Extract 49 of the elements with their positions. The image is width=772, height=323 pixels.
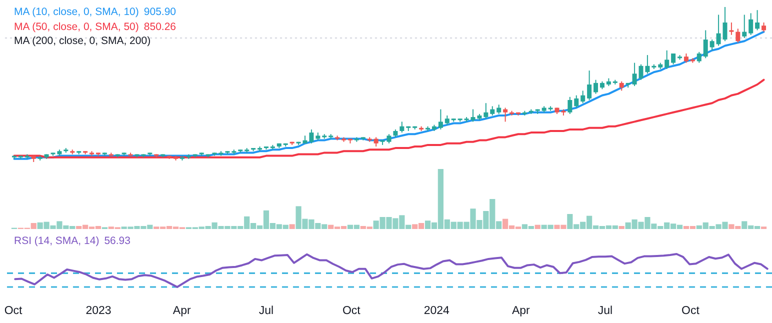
candlestick bbox=[386, 134, 392, 144]
x-tick-label: Oct bbox=[4, 305, 24, 317]
text: 56.93 bbox=[104, 235, 130, 247]
x-tick-label: Apr bbox=[172, 305, 191, 317]
candlestick bbox=[574, 94, 579, 108]
candlestick bbox=[748, 12, 754, 36]
bar bbox=[534, 224, 540, 229]
candlestick bbox=[490, 106, 495, 116]
candlestick bbox=[400, 121, 404, 134]
x-tick-label: 2023 bbox=[86, 305, 112, 317]
candlestick bbox=[632, 62, 637, 87]
candlestick bbox=[684, 53, 688, 64]
annotation: MA (200, close, 0, SMA, 200) bbox=[14, 34, 152, 48]
candlestick bbox=[736, 28, 740, 44]
candlestick bbox=[762, 22, 766, 32]
candlestick bbox=[503, 107, 508, 122]
candlestick bbox=[594, 79, 598, 94]
candlestick bbox=[716, 14, 721, 46]
candlestick bbox=[664, 50, 670, 70]
candlestick bbox=[619, 80, 624, 92]
candlestick bbox=[587, 70, 592, 100]
bar bbox=[618, 226, 624, 229]
x-tick-label: Apr bbox=[512, 305, 530, 317]
bar bbox=[289, 224, 295, 229]
text: MA (10, close, 0, SMA, 10) bbox=[14, 6, 139, 18]
candlestick bbox=[374, 136, 378, 147]
candlestick bbox=[496, 104, 502, 114]
x-tick-label: Oct bbox=[682, 305, 700, 317]
x-tick-label: 2024 bbox=[424, 305, 450, 317]
candlestick bbox=[696, 51, 702, 64]
candlestick bbox=[703, 30, 708, 59]
annotation: 905.90 bbox=[144, 6, 176, 18]
candlestick bbox=[742, 14, 747, 38]
candlestick bbox=[580, 90, 586, 104]
text: RSI (14, SMA, 14) bbox=[14, 235, 100, 247]
candlestick bbox=[438, 108, 443, 130]
candlestick bbox=[710, 39, 714, 51]
candlestick bbox=[444, 115, 450, 126]
x-tick-label: Oct bbox=[342, 305, 362, 317]
annotation: 850.26 bbox=[144, 20, 176, 32]
x-tick-label: Jul bbox=[258, 305, 274, 317]
x-tick-label: Jul bbox=[598, 305, 613, 317]
candlestick bbox=[568, 96, 572, 114]
candlestick bbox=[484, 102, 488, 120]
text: MA (50, close, 0, SMA, 50) bbox=[14, 20, 139, 32]
candlestick bbox=[722, 6, 728, 42]
candlestick bbox=[755, 10, 760, 31]
candlestick bbox=[671, 53, 676, 65]
candlestick bbox=[729, 22, 734, 36]
